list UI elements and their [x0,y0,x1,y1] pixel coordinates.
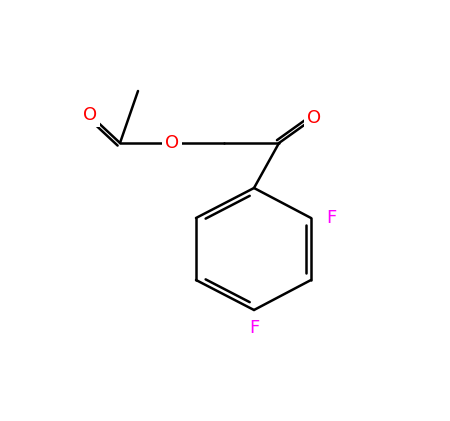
Text: O: O [307,109,321,127]
Text: O: O [83,106,97,124]
Text: F: F [326,209,336,227]
Text: F: F [249,319,259,337]
Text: O: O [165,134,179,152]
